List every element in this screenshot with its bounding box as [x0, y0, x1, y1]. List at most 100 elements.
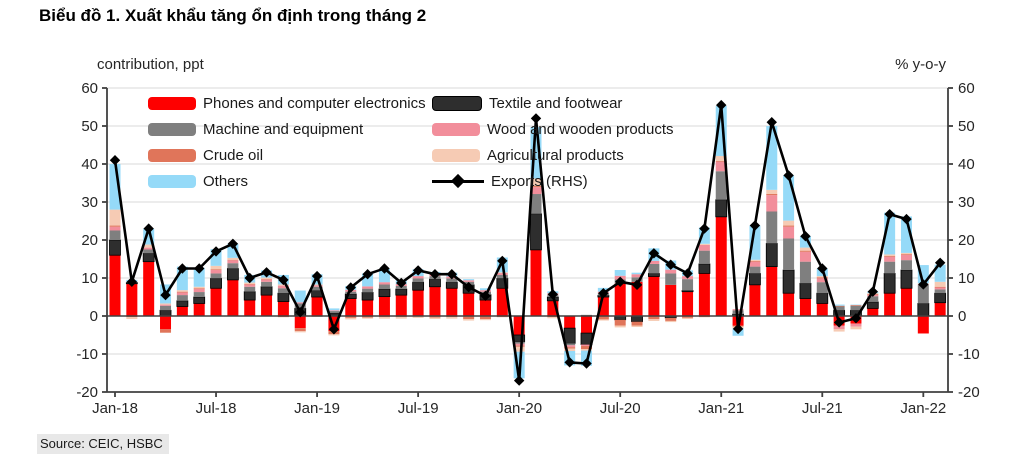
bar-segment-textile — [631, 315, 643, 323]
bar-segment-wood — [244, 284, 256, 287]
x-axis-tick-label: Jan-19 — [294, 400, 340, 417]
left-axis-tick-label: 60 — [81, 80, 98, 97]
exports-line-marker — [278, 274, 289, 286]
bar-segment-wood — [160, 304, 172, 306]
exports-line-marker — [345, 282, 356, 293]
exports-line-marker — [109, 155, 121, 166]
bar-segment-agri — [479, 319, 491, 321]
phones-swatch-icon — [148, 96, 196, 110]
bar-segment-wood — [934, 287, 946, 290]
bar-segment-agri — [631, 325, 643, 328]
bar-segment-textile — [361, 292, 374, 301]
bar-segment-others — [766, 126, 778, 190]
bar-segment-phones — [328, 316, 340, 332]
bar-segment-wood — [648, 260, 660, 264]
bar-segment-phones — [917, 316, 929, 334]
bar-segment-wood — [564, 345, 576, 348]
right-axis-tick-label: 50 — [958, 118, 975, 135]
bar-segment-crude — [850, 304, 862, 306]
x-axis-tick-label: Jul-21 — [802, 400, 843, 417]
bar-segment-machine — [227, 263, 239, 269]
bar-segment-crude — [648, 316, 660, 320]
bar-segment-agri — [244, 282, 256, 285]
exports-line-marker — [362, 269, 373, 280]
bar-segment-crude — [665, 317, 677, 321]
bar-segment-agri — [581, 349, 593, 351]
bar-segment-agri — [850, 326, 862, 330]
x-axis-tick-label: Jul-19 — [398, 400, 439, 417]
bar-segment-agri — [513, 346, 525, 352]
bar-segment-others — [833, 304, 845, 306]
bar-segment-machine — [884, 261, 896, 274]
exports-line-legend-icon — [432, 173, 484, 188]
bar-segment-phones — [479, 300, 491, 316]
x-axis-tick-label: Jan-22 — [900, 400, 946, 417]
bar-segment-agri — [783, 220, 795, 226]
bar-segment-agri — [126, 317, 138, 320]
exports-line-marker — [766, 117, 777, 128]
bar-segment-crude — [581, 346, 593, 350]
bar-segment-others — [143, 228, 155, 245]
exports-line-marker — [547, 289, 559, 300]
bar-segment-textile — [715, 199, 728, 218]
exports-line-marker — [783, 170, 794, 181]
bar-segment-crude — [783, 225, 795, 227]
bar-segment-agri — [597, 319, 609, 321]
exports-line-marker — [867, 286, 878, 297]
bar-segment-textile — [277, 292, 290, 302]
bar-segment-phones — [597, 297, 609, 316]
bar-segment-agri — [530, 178, 542, 187]
bar-segment-textile — [883, 273, 896, 294]
bar-segment-others — [362, 273, 374, 287]
legend-label: Machine and equipment — [203, 120, 364, 138]
bar-segment-machine — [530, 194, 542, 214]
bar-segment-agri — [900, 252, 912, 255]
bar-segment-agri — [547, 317, 559, 319]
bar-segment-others — [463, 279, 475, 281]
bar-segment-textile — [378, 288, 391, 298]
bar-segment-machine — [698, 250, 710, 264]
bar-segment-machine — [749, 266, 761, 274]
bar-segment-textile — [176, 300, 189, 307]
bar-segment-agri — [564, 348, 576, 351]
bar-segment-machine — [446, 278, 458, 283]
exports-line-marker — [665, 259, 676, 270]
bar-segment-phones — [446, 288, 458, 316]
bar-segment-wood — [631, 274, 643, 278]
left-axis-tick-label: 10 — [81, 270, 98, 287]
bar-segment-agri — [496, 272, 508, 274]
bar-segment-others — [715, 105, 727, 157]
bar-segment-textile — [109, 239, 121, 256]
bar-segment-wood — [715, 161, 727, 172]
x-axis-tick-label: Jan-21 — [698, 400, 744, 417]
bar-segment-wood — [378, 282, 390, 285]
bar-segment-phones — [783, 293, 795, 316]
bar-segment-agri — [176, 290, 188, 292]
bar-segment-textile — [799, 282, 812, 299]
bar-segment-phones — [311, 297, 323, 316]
bar-segment-agri — [294, 331, 306, 333]
exports-line-marker — [227, 238, 239, 249]
bar-segment-phones — [294, 316, 306, 329]
bar-segment-others — [917, 265, 929, 284]
bar-segment-machine — [261, 281, 273, 287]
bar-segment-machine — [193, 292, 205, 297]
bar-segment-crude — [160, 329, 172, 333]
bar-segment-agri — [328, 334, 340, 336]
bar-segment-agri — [934, 281, 946, 287]
legend-label: Wood and wooden products — [487, 120, 674, 138]
bar-segment-phones — [496, 288, 508, 316]
crude-swatch-icon — [148, 148, 196, 162]
bar-segment-machine — [362, 288, 374, 293]
bar-segment-machine — [311, 286, 323, 291]
bar-segment-others — [749, 225, 761, 260]
bar-segment-machine — [783, 238, 795, 271]
bar-segment-wood — [463, 280, 475, 282]
bar-segment-phones — [749, 284, 761, 316]
bar-segment-crude — [816, 277, 828, 279]
bar-segment-textile — [159, 309, 172, 317]
exports-line-marker — [210, 246, 222, 257]
legend-label: Exports (RHS) — [491, 172, 588, 190]
